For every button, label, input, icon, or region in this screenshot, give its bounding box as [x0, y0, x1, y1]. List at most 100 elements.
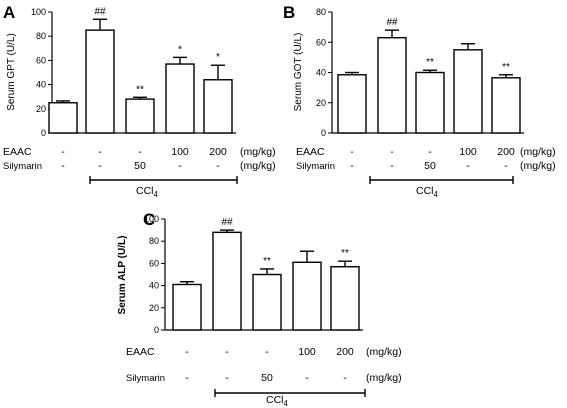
panel-letter: C — [143, 210, 155, 229]
bar — [203, 79, 233, 134]
bar — [48, 102, 78, 134]
significance-label: ** — [136, 84, 144, 95]
unit-label: (mg/kg) — [366, 372, 402, 384]
eaac-dose: - — [138, 146, 142, 158]
y-tick-label: 20 — [316, 98, 326, 108]
y-tick-label: 100 — [144, 214, 159, 224]
y-tick-label: 40 — [36, 80, 46, 90]
ccl4-label: CCl4 — [266, 394, 289, 408]
eaac-dose: - — [225, 346, 229, 358]
bar — [337, 74, 367, 134]
bar — [85, 29, 115, 134]
bar — [125, 98, 155, 134]
row-label-eaac: EAAC — [126, 346, 155, 358]
eaac-dose: 100 — [459, 146, 477, 158]
eaac-dose: 200 — [336, 346, 354, 358]
eaac-dose: 100 — [298, 346, 316, 358]
significance-label: ** — [341, 248, 349, 259]
y-tick-label: 60 — [316, 37, 326, 47]
y-tick-label: 60 — [149, 258, 159, 268]
unit-label: (mg/kg) — [240, 160, 276, 172]
row-label-eaac: EAAC — [296, 146, 325, 158]
panel-b: B 0 20 40 60 80 Serum GOT (U/L) ## ** ** EAAC Silym… — [283, 3, 556, 199]
bar — [453, 49, 483, 134]
silymarin-dose: - — [225, 372, 229, 384]
y-axis-label: Serum ALP (U/L) — [117, 236, 128, 315]
bar — [415, 71, 445, 134]
y-tick-label: 40 — [316, 68, 326, 78]
ccl4-label-main: CCl — [136, 185, 154, 197]
significance-label: ## — [221, 217, 233, 228]
eaac-dose: - — [428, 146, 432, 158]
y-tick-label: 80 — [36, 31, 46, 41]
y-tick-label: 0 — [154, 325, 159, 335]
significance-label: ** — [502, 62, 510, 73]
eaac-dose: 200 — [497, 146, 515, 158]
y-axis-label: Serum GOT (U/L) — [293, 33, 304, 112]
y-tick-label: 60 — [36, 55, 46, 65]
panel-letter: B — [283, 3, 295, 22]
bar — [377, 37, 407, 134]
ccl4-label: CCl4 — [136, 185, 159, 199]
ccl4-label-main: CCl — [266, 394, 284, 406]
row-label-silymarin: Silymarin — [296, 161, 335, 172]
bar — [491, 77, 521, 134]
unit-label: (mg/kg) — [520, 160, 556, 172]
y-tick-label: 40 — [149, 281, 159, 291]
eaac-dose: - — [98, 146, 102, 158]
y-axis-label: Serum GPT (U/L) — [6, 33, 17, 111]
significance-label: ## — [386, 17, 398, 28]
row-label-eaac: EAAC — [3, 146, 32, 158]
bar — [172, 283, 202, 331]
significance-label: ## — [94, 6, 106, 17]
row-label-silymarin: Silymarin — [126, 373, 165, 384]
silymarin-dose: 50 — [134, 160, 146, 172]
unit-label: (mg/kg) — [520, 146, 556, 158]
significance-label: * — [178, 44, 182, 55]
eaac-dose: - — [265, 346, 269, 358]
ccl4-label-main: CCl — [416, 185, 434, 197]
significance-label: * — [216, 52, 220, 63]
y-tick-label: 0 — [321, 128, 326, 138]
eaac-dose: 200 — [209, 146, 227, 158]
silymarin-dose: - — [504, 160, 508, 172]
silymarin-dose: - — [466, 160, 470, 172]
bar — [330, 266, 360, 331]
ccl4-label-subscript: 4 — [154, 190, 159, 199]
significance-label: ** — [426, 57, 434, 68]
silymarin-dose: - — [61, 160, 65, 172]
eaac-dose: - — [390, 146, 394, 158]
bar — [292, 261, 322, 331]
eaac-dose: - — [185, 346, 189, 358]
eaac-dose: - — [350, 146, 354, 158]
panel-c: C 0 20 40 60 80 100 Serum ALP (U/L) ## ** ** EAAC Si… — [117, 210, 402, 408]
significance-label: ** — [263, 256, 271, 267]
silymarin-dose: 50 — [261, 372, 273, 384]
bar — [165, 63, 195, 134]
silymarin-dose: 50 — [424, 160, 436, 172]
ccl4-label-subscript: 4 — [284, 399, 289, 408]
bar — [212, 231, 242, 331]
y-tick-label: 80 — [316, 7, 326, 17]
silymarin-dose: - — [390, 160, 394, 172]
y-tick-label: 0 — [41, 128, 46, 138]
unit-label: (mg/kg) — [240, 146, 276, 158]
y-tick-label: 80 — [149, 236, 159, 246]
y-tick-label: 100 — [31, 7, 46, 17]
ccl4-label-subscript: 4 — [434, 190, 439, 199]
panel-letter: A — [3, 3, 15, 22]
y-tick-label: 20 — [149, 303, 159, 313]
unit-label: (mg/kg) — [366, 346, 402, 358]
silymarin-dose: - — [185, 372, 189, 384]
ccl4-label: CCl4 — [416, 185, 439, 199]
silymarin-dose: - — [343, 372, 347, 384]
row-label-silymarin: Silymarin — [3, 161, 42, 172]
silymarin-dose: - — [305, 372, 309, 384]
y-tick-label: 20 — [36, 104, 46, 114]
bar — [252, 273, 282, 331]
silymarin-dose: - — [350, 160, 354, 172]
eaac-dose: 100 — [171, 146, 189, 158]
silymarin-dose: - — [178, 160, 182, 172]
